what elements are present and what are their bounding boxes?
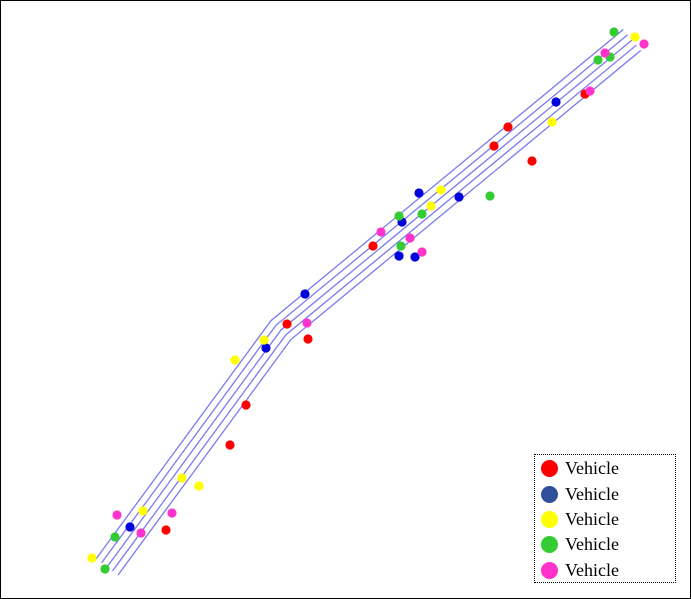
- vehicle-point: [161, 525, 171, 535]
- legend-label-4: Vehicle: [565, 534, 619, 555]
- legend-label-1: Vehicle: [565, 458, 619, 479]
- vehicle-point: [593, 55, 603, 65]
- legend-item-2: Vehicle: [535, 481, 675, 506]
- vehicle-point: [410, 252, 420, 262]
- vehicle-point: [230, 355, 240, 365]
- vehicle-point: [394, 211, 404, 221]
- legend-swatch-4: [541, 536, 558, 554]
- vehicle-point: [282, 319, 292, 329]
- vehicle-point: [100, 564, 110, 574]
- legend-swatch-1: [541, 460, 558, 478]
- vehicle-point: [125, 522, 135, 532]
- vehicle-point: [87, 553, 97, 563]
- vehicle-point: [303, 334, 313, 344]
- legend-label-5: Vehicle: [565, 559, 619, 580]
- vehicle-points: [87, 27, 649, 574]
- vehicle-point: [585, 86, 595, 96]
- lane-line-5: [117, 49, 642, 576]
- legend-swatch-3: [541, 510, 558, 528]
- vehicle-point: [302, 318, 312, 328]
- vehicle-point: [194, 481, 204, 491]
- vehicle-point: [167, 508, 177, 518]
- lane-line-4: [111, 44, 637, 572]
- vehicle-point: [138, 506, 148, 516]
- vehicle-point: [376, 227, 386, 237]
- legend-item-4: Vehicle: [535, 532, 675, 557]
- vehicle-point: [547, 117, 557, 127]
- vehicle-point: [300, 289, 310, 299]
- vehicle-point: [417, 247, 427, 257]
- legend: Vehicle Vehicle Vehicle Vehicle Vehicle: [534, 454, 676, 583]
- legend-swatch-2: [541, 485, 558, 503]
- vehicle-point: [485, 191, 495, 201]
- vehicle-point: [551, 97, 561, 107]
- vehicle-point: [261, 343, 271, 353]
- vehicle-point: [527, 156, 537, 166]
- vehicle-point: [136, 528, 146, 538]
- vehicle-point: [259, 335, 269, 345]
- vehicle-point: [112, 510, 122, 520]
- vehicle-point: [489, 141, 499, 151]
- vehicle-point: [177, 473, 187, 483]
- vehicle-point: [417, 209, 427, 219]
- legend-label-3: Vehicle: [565, 508, 619, 529]
- vehicle-point: [110, 532, 120, 542]
- vehicle-point: [368, 241, 378, 251]
- vehicle-point: [241, 400, 251, 410]
- legend-item-1: Vehicle: [535, 456, 675, 481]
- vehicle-point: [600, 48, 610, 58]
- vehicle-point: [630, 32, 640, 42]
- legend-item-3: Vehicle: [535, 507, 675, 532]
- vehicle-point: [414, 188, 424, 198]
- vehicle-point: [396, 241, 406, 251]
- vehicle-point: [436, 185, 446, 195]
- vehicle-point: [454, 192, 464, 202]
- legend-swatch-5: [541, 561, 558, 579]
- vehicle-point: [503, 122, 513, 132]
- vehicle-point: [405, 233, 415, 243]
- vehicle-point: [639, 39, 649, 49]
- lane-line-3: [106, 39, 633, 568]
- lane-line-2: [100, 34, 629, 564]
- vehicle-point: [394, 251, 404, 261]
- vehicle-point: [609, 27, 619, 37]
- vehicle-point: [426, 201, 436, 211]
- vehicle-point: [225, 440, 235, 450]
- legend-label-2: Vehicle: [565, 483, 619, 504]
- legend-item-5: Vehicle: [535, 558, 675, 583]
